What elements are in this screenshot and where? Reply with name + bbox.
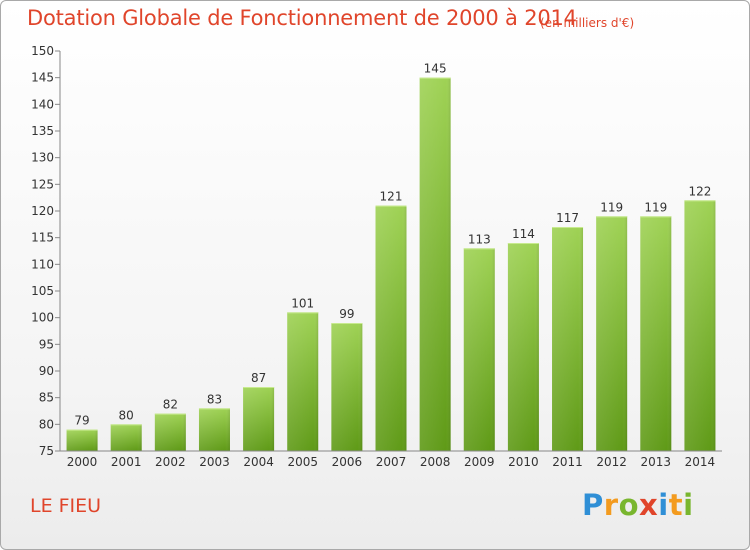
x-tick-label: 2012: [596, 455, 627, 469]
proxiti-logo: Proxiti: [582, 488, 694, 522]
x-tick-label: 2005: [287, 455, 318, 469]
x-tick-label: 2008: [420, 455, 451, 469]
bar-value-label: 83: [207, 392, 222, 406]
bar-shade-2009: [463, 248, 495, 451]
x-tick-label: 2010: [508, 455, 539, 469]
commune-name: LE FIEU: [30, 495, 102, 517]
logo-letter: i: [683, 488, 694, 522]
y-tick-label: 75: [39, 444, 54, 458]
y-axis: 75 80 85 90 95 100 105 110 115 120 125 130 135 140 145…: [31, 44, 61, 458]
bar-shade-2011: [552, 227, 584, 451]
bar-value-label: 119: [644, 200, 667, 214]
chart-subtitle: (en milliers d'€): [540, 16, 635, 30]
bar-value-label: 101: [291, 296, 314, 310]
x-tick-label: 2002: [155, 455, 186, 469]
y-tick-label: 120: [31, 204, 54, 218]
logo-letter: t: [668, 488, 684, 522]
y-tick-label: 80: [39, 417, 54, 431]
bars: 79 80 82 83 87 101 99 121 145 113 114 117 119 119 122: [66, 62, 716, 452]
chart-title: Dotation Globale de Fonctionnement de 20…: [27, 6, 577, 30]
y-tick-label: 150: [31, 44, 54, 58]
y-tick-label: 85: [39, 391, 54, 405]
bar-value-label: 87: [251, 371, 266, 385]
bar-value-label: 117: [556, 211, 579, 225]
y-tick-label: 110: [31, 257, 54, 271]
logo-letter: i: [658, 488, 669, 522]
logo-letter: o: [618, 488, 640, 522]
bar-shade-2008: [419, 77, 451, 452]
bar-shade-2013: [640, 216, 672, 451]
x-tick-label: 2001: [111, 455, 142, 469]
y-tick-label: 90: [39, 364, 54, 378]
bar-value-label: 99: [339, 307, 354, 321]
bar-shade-2004: [243, 387, 275, 451]
bar-value-label: 80: [119, 408, 134, 422]
x-tick-label: 2009: [464, 455, 495, 469]
logo-letter: x: [639, 488, 659, 522]
bar-shade-2006: [331, 323, 363, 451]
bar-value-label: 121: [380, 190, 403, 204]
bar-value-label: 113: [468, 232, 491, 246]
x-tick-label: 2013: [641, 455, 672, 469]
bar-shade-2007: [375, 205, 407, 451]
bar-shade-2003: [198, 408, 230, 451]
y-tick-label: 125: [31, 177, 54, 191]
bar-value-label: 119: [600, 200, 623, 214]
x-tick-label: 2007: [376, 455, 407, 469]
x-tick-label: 2011: [552, 455, 583, 469]
x-tick-label: 2014: [685, 455, 716, 469]
bar-shade-2014: [684, 200, 716, 451]
x-tick-label: 2004: [243, 455, 274, 469]
bar-shade-2001: [110, 424, 142, 451]
logo-letter: r: [603, 488, 619, 522]
x-axis: 2000 2001 2002 2003 2004 2005 2006 2007 2008 2009…: [60, 450, 722, 469]
x-tick-label: 2003: [199, 455, 230, 469]
bar-shade-2002: [154, 413, 186, 451]
x-tick-label: 2006: [332, 455, 363, 469]
bar-value-label: 114: [512, 227, 535, 241]
bar-value-label: 82: [163, 398, 178, 412]
bar-value-label: 145: [424, 62, 447, 76]
bar-shade-2005: [287, 312, 319, 451]
y-tick-label: 140: [31, 97, 54, 111]
y-tick-label: 135: [31, 124, 54, 138]
bar-shade-2000: [66, 429, 98, 451]
x-tick-label: 2000: [67, 455, 98, 469]
bar-shade-2012: [596, 216, 628, 451]
y-tick-label: 105: [31, 284, 54, 298]
logo-letter: P: [582, 488, 604, 522]
y-tick-label: 145: [31, 71, 54, 85]
bar-shade-2010: [507, 243, 539, 451]
bar-value-label: 122: [688, 184, 711, 198]
y-tick-label: 130: [31, 151, 54, 165]
y-tick-label: 95: [39, 337, 54, 351]
bar-value-label: 79: [74, 414, 89, 428]
y-tick-label: 115: [31, 231, 54, 245]
y-tick-label: 100: [31, 311, 54, 325]
